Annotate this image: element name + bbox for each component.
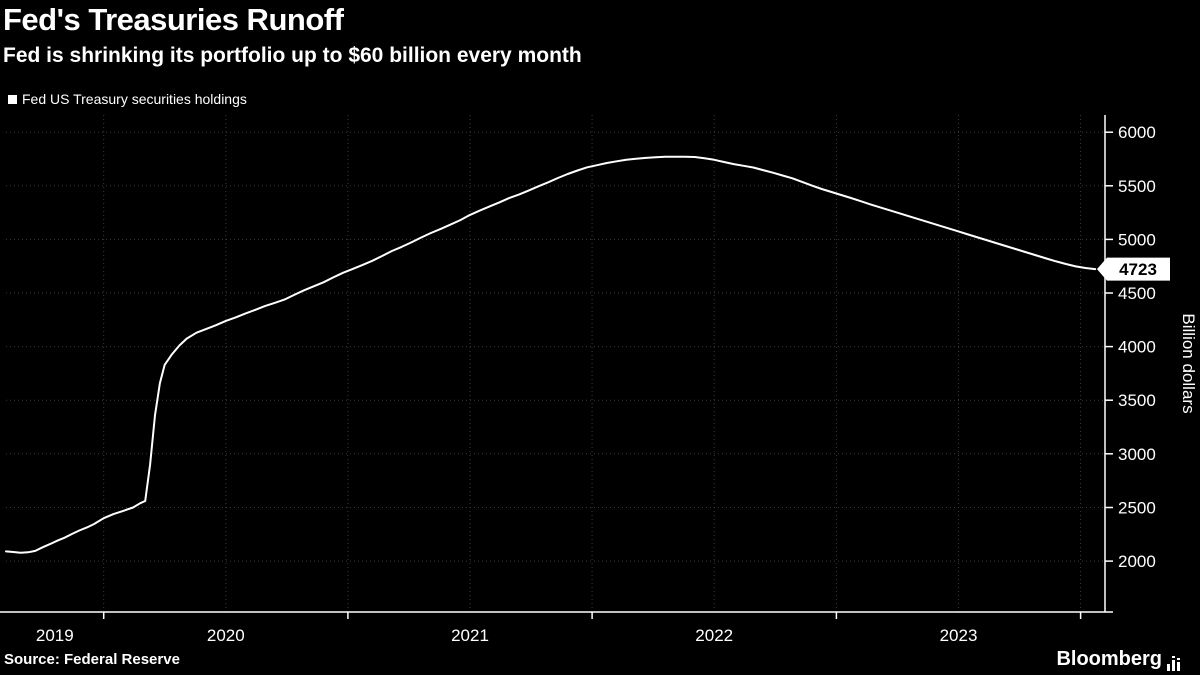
y-tick-label: 3500: [1118, 391, 1156, 410]
page-subtitle: Fed is shrinking its portfolio up to $60…: [3, 44, 582, 67]
last-value-text: 4723: [1119, 260, 1157, 279]
y-tick-label: 5000: [1118, 230, 1156, 249]
y-axis-title: Billion dollars: [1179, 313, 1198, 413]
y-tick-label: 6000: [1118, 123, 1156, 142]
y-tick-label: 3000: [1118, 445, 1156, 464]
y-tick-label: 5500: [1118, 177, 1156, 196]
page-title: Fed's Treasuries Runoff: [3, 2, 344, 37]
source-note: Source: Federal Reserve: [4, 651, 180, 668]
bloomberg-wordmark: Bloomberg: [1056, 648, 1162, 670]
y-tick-label: 2500: [1118, 499, 1156, 518]
y-tick-label: 2000: [1118, 552, 1156, 571]
legend: Fed US Treasury securities holdings: [8, 91, 247, 107]
bloomberg-chart-icon: [1167, 656, 1180, 671]
legend-swatch-icon: [8, 94, 17, 104]
y-tick-label: 4000: [1118, 338, 1156, 357]
series-line: [5, 155, 1097, 554]
bloomberg-logo: Bloomberg: [1056, 648, 1184, 671]
last-value-flag: [1097, 257, 1170, 281]
x-tick-label: 2022: [695, 626, 733, 645]
x-tick-label: 2019: [36, 626, 74, 645]
legend-label: Fed US Treasury securities holdings: [22, 91, 247, 107]
x-tick-label: 2020: [207, 626, 245, 645]
x-tick-label: 2023: [940, 626, 978, 645]
y-tick-label: 4500: [1118, 284, 1156, 303]
x-tick-label: 2021: [451, 626, 489, 645]
